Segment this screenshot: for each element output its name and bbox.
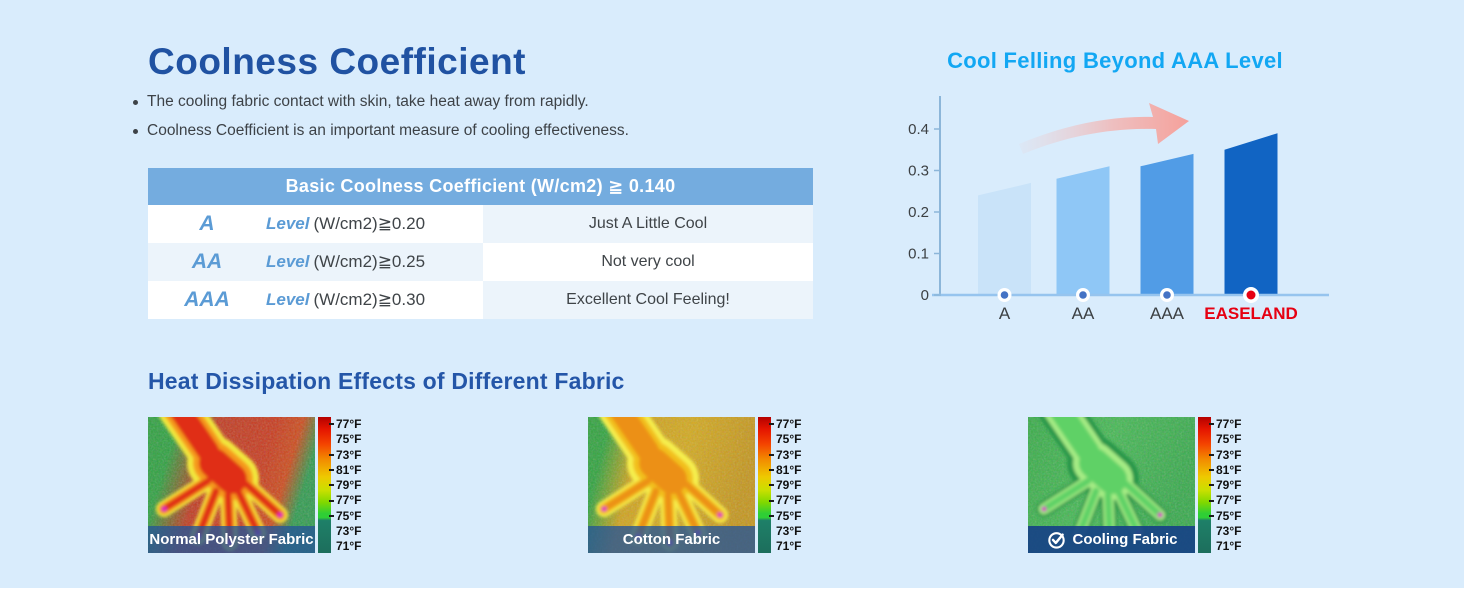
temp-label: 77°F <box>329 418 372 430</box>
baseline-dot <box>1079 291 1087 299</box>
page-title: Coolness Coefficient <box>148 41 526 82</box>
coolness-bar-chart: 00.10.20.30.4A AA AAA EASELAND <box>908 96 1329 323</box>
table-row: A Level (W/cm2)≧0.20 Just A Little Cool <box>148 205 813 243</box>
fabric-label-band: Normal Polyster Fabric <box>148 526 315 553</box>
temp-label: 75°F <box>336 432 362 447</box>
temperature-scale-bar <box>758 417 771 553</box>
check-circle-icon <box>1047 532 1065 549</box>
section-title: Heat Dissipation Effects of Different Fa… <box>148 368 625 394</box>
y-tick-label: 0.2 <box>908 204 929 221</box>
y-tick-label: 0.3 <box>908 163 929 180</box>
coolness-coefficient-table: Basic Coolness Coefficient (W/cm2) ≧ 0.1… <box>148 168 813 319</box>
y-tick-label: 0.1 <box>908 246 929 263</box>
thermal-image-wrap: Cotton Fabric <box>588 417 755 553</box>
temperature-scale-bar <box>1198 417 1211 553</box>
temp-label: 77°F <box>1209 494 1252 506</box>
temp-label: 71°F <box>1216 539 1242 553</box>
bar-EASELAND <box>1224 133 1278 295</box>
temp-label: 75°F <box>776 432 802 447</box>
bar-AAA <box>1140 153 1194 295</box>
temp-label: 77°F <box>1209 418 1252 430</box>
table-header: Basic Coolness Coefficient (W/cm2) ≧ 0.1… <box>148 168 813 205</box>
grade-label: AA <box>191 250 223 273</box>
chart-bars <box>978 133 1278 295</box>
y-tick-label: 0.4 <box>908 121 929 138</box>
temp-scale-labels: 77°F 75°F 73°F 81°F 79°F 77°F 75°F 73°F 71°F <box>769 417 812 553</box>
temp-label: 75°F <box>1216 432 1242 447</box>
bar-AA <box>1056 166 1110 295</box>
chart-title: Cool Felling Beyond AAA Level <box>947 48 1283 73</box>
bullet-item: The cooling fabric contact with skin, ta… <box>133 93 793 111</box>
fabric-label-band: Cotton Fabric <box>588 526 755 553</box>
bar-A <box>978 182 1031 295</box>
grade-label: AAA <box>184 288 230 311</box>
temp-label: 81°F <box>769 464 812 476</box>
chart-points-and-labels: 00.10.20.30.4A AA AAA EASELAND <box>908 121 1298 323</box>
temp-label: 81°F <box>1209 464 1252 476</box>
level-word: Level <box>266 252 310 271</box>
level-word: Level <box>266 214 310 233</box>
y-tick-label: 0 <box>921 287 929 304</box>
temp-label: 73°F <box>776 523 802 538</box>
bullet-text: Coolness Coefficient is an important mea… <box>147 122 629 139</box>
temp-scale-labels: 77°F 75°F 73°F 81°F 79°F 77°F 75°F 73°F 71°F <box>329 417 372 553</box>
temp-label: 79°F <box>329 479 372 491</box>
thermal-image-wrap: Cooling Fabric <box>1028 417 1195 553</box>
temperature-scale-bar <box>318 417 331 553</box>
temp-label: 77°F <box>329 494 372 506</box>
level-cell: AAA Level (W/cm2)≧0.30 <box>148 281 483 319</box>
temp-label: 75°F <box>1209 510 1252 522</box>
temp-label: 79°F <box>1209 479 1252 491</box>
bullet-item: Coolness Coefficient is an important mea… <box>133 122 793 140</box>
baseline-dot <box>1000 291 1009 299</box>
thermal-card-cooling: Cooling Fabric 77°F 75°F 73°F 81°F 79°F 77°F 7… <box>1028 417 1252 553</box>
trend-arrow-icon <box>1019 103 1189 154</box>
level-formula: (W/cm2)≧0.30 <box>313 290 426 309</box>
level-cell: A Level (W/cm2)≧0.20 <box>148 205 483 243</box>
temp-label: 73°F <box>1216 523 1242 538</box>
temp-label: 75°F <box>329 510 372 522</box>
bullet-text: The cooling fabric contact with skin, ta… <box>147 93 589 110</box>
x-category-label: AAA <box>1150 304 1185 323</box>
description-cell: Just A Little Cool <box>483 205 813 243</box>
temp-label: 77°F <box>769 494 812 506</box>
table-row: AAA Level (W/cm2)≧0.30 Excellent Cool Fee… <box>148 281 813 319</box>
level-formula: (W/cm2)≧0.20 <box>313 214 426 233</box>
description-cell: Excellent Cool Feeling! <box>483 281 813 319</box>
temp-label: 73°F <box>1209 449 1252 461</box>
grade-label: A <box>199 212 215 235</box>
table-row: AA Level (W/cm2)≧0.25 Not very cool <box>148 243 813 281</box>
fabric-label: Cotton Fabric <box>622 531 721 548</box>
temp-label: 73°F <box>329 449 372 461</box>
x-category-label: EASELAND <box>1204 304 1298 323</box>
temp-label: 79°F <box>769 479 812 491</box>
temp-label: 75°F <box>769 510 812 522</box>
description-cell: Not very cool <box>483 243 813 281</box>
baseline-dot <box>1163 291 1171 299</box>
bottom-white-strip <box>0 588 1464 600</box>
x-category-label: AA <box>1072 304 1095 323</box>
temp-label: 71°F <box>776 539 802 553</box>
baseline-dot <box>1246 290 1256 300</box>
temp-label: 81°F <box>329 464 372 476</box>
thermal-card-normal-polyester: Normal Polyster Fabric 77°F 75°F 73°F 81°F 7… <box>148 417 372 553</box>
bullet-dot-icon <box>133 129 138 134</box>
temp-label: 73°F <box>336 523 362 538</box>
temp-label: 71°F <box>336 539 362 553</box>
fabric-label: Normal Polyster Fabric <box>149 531 314 548</box>
temp-scale-labels: 77°F 75°F 73°F 81°F 79°F 77°F 75°F 73°F 71°F <box>1209 417 1252 553</box>
temp-label: 73°F <box>769 449 812 461</box>
x-category-label: A <box>999 304 1011 323</box>
level-cell: AA Level (W/cm2)≧0.25 <box>148 243 483 281</box>
level-word: Level <box>266 290 310 309</box>
thermal-card-cotton: Cotton Fabric 77°F 75°F 73°F 81°F 79°F 77°F 75… <box>588 417 812 553</box>
fabric-label: Cooling Fabric <box>1072 531 1178 548</box>
thermal-image-wrap: Normal Polyster Fabric <box>148 417 315 553</box>
level-formula: (W/cm2)≧0.25 <box>313 252 426 271</box>
bullet-dot-icon <box>133 100 138 105</box>
fabric-label-band: Cooling Fabric <box>1028 526 1195 553</box>
temp-label: 77°F <box>769 418 812 430</box>
